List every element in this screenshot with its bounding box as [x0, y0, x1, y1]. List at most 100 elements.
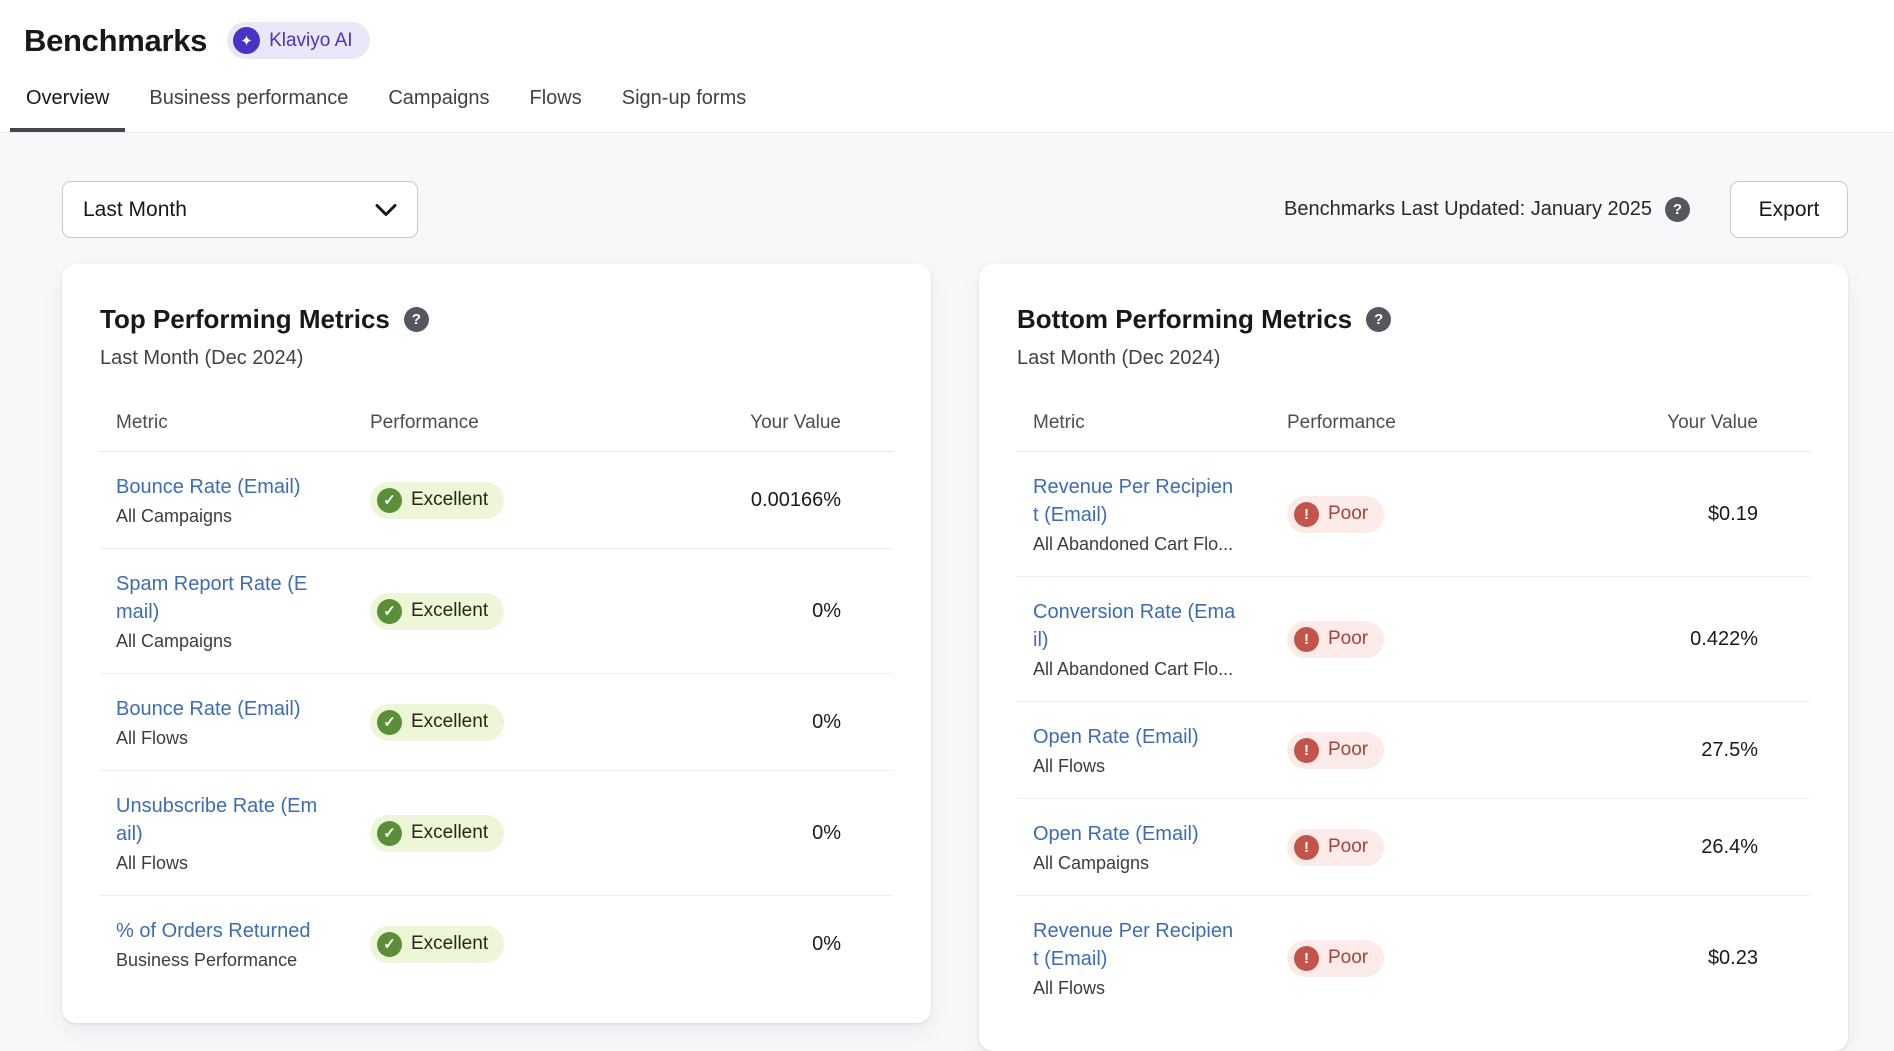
- badge-label: Poor: [1328, 628, 1369, 649]
- period-select-value: Last Month: [83, 197, 187, 221]
- bottom-card-help-icon[interactable]: ?: [1366, 307, 1392, 332]
- tab-bar: Overview Business performance Campaigns …: [10, 87, 1894, 132]
- export-button[interactable]: Export: [1730, 181, 1848, 238]
- top-card-title-row: Top Performing Metrics ?: [100, 304, 893, 335]
- badge-label: Excellent: [411, 711, 489, 732]
- metric-value: 0%: [812, 932, 841, 955]
- metric-link[interactable]: Bounce Rate (Email): [116, 698, 301, 720]
- metric-value: 26.4%: [1701, 835, 1758, 858]
- metric-scope: All Campaigns: [116, 506, 233, 526]
- performance-badge: ✓ Excellent: [370, 925, 505, 963]
- metric-value: 0%: [812, 821, 841, 844]
- metric-scope: All Campaigns: [1033, 853, 1150, 873]
- badge-label: Poor: [1328, 739, 1369, 760]
- badge-label: Excellent: [411, 600, 489, 621]
- table-header: Metric Performance Your Value: [100, 412, 893, 452]
- metric-value: 0%: [812, 599, 841, 622]
- check-circle-icon: ✓: [377, 598, 402, 624]
- metric-link[interactable]: Spam Report Rate (Email): [116, 573, 308, 623]
- column-header-metric: Metric: [1033, 412, 1085, 433]
- check-circle-icon: ✓: [377, 709, 402, 735]
- check-circle-icon: ✓: [377, 931, 402, 957]
- metric-scope: All Flows: [1033, 978, 1106, 998]
- performance-badge: ✓ Excellent: [370, 481, 505, 519]
- metric-link[interactable]: Open Rate (Email): [1033, 726, 1199, 748]
- performance-badge: ! Poor: [1287, 495, 1385, 533]
- table-header: Metric Performance Your Value: [1017, 412, 1810, 452]
- tab-flows[interactable]: Flows: [529, 87, 582, 109]
- table-row: Open Rate (Email) All Flows ! Poor 27.5%: [1017, 702, 1810, 799]
- metric-link[interactable]: % of Orders Returned: [116, 920, 311, 942]
- metric-value: $0.19: [1707, 502, 1758, 525]
- metric-value: 0.00166%: [750, 488, 841, 511]
- metric-scope: Business Performance: [116, 950, 298, 970]
- metric-scope: All Flows: [1033, 756, 1106, 776]
- performance-badge: ! Poor: [1287, 731, 1385, 769]
- alert-circle-icon: !: [1294, 834, 1319, 860]
- top-performing-card: Top Performing Metrics ? Last Month (Dec…: [62, 264, 931, 1023]
- metric-link[interactable]: Bounce Rate (Email): [116, 476, 301, 498]
- badge-label: Poor: [1328, 503, 1369, 524]
- metric-value: 27.5%: [1701, 738, 1758, 761]
- check-circle-icon: ✓: [377, 487, 402, 513]
- table-row: Revenue Per Recipient (Email) All Flows …: [1017, 896, 1810, 999]
- check-circle-icon: ✓: [377, 820, 402, 846]
- bottom-metrics-table: Metric Performance Your Value Revenue Pe…: [1017, 412, 1810, 999]
- bottom-card-subtitle: Last Month (Dec 2024): [1017, 347, 1221, 369]
- alert-circle-icon: !: [1294, 501, 1319, 527]
- metric-link[interactable]: Revenue Per Recipient (Email): [1033, 920, 1234, 970]
- metric-link[interactable]: Revenue Per Recipient (Email): [1033, 476, 1234, 526]
- performance-badge: ! Poor: [1287, 620, 1385, 658]
- top-card-subtitle: Last Month (Dec 2024): [100, 347, 304, 369]
- column-header-value: Your Value: [1667, 412, 1758, 433]
- bottom-card-title: Bottom Performing Metrics: [1017, 304, 1353, 334]
- table-row: Spam Report Rate (Email) All Campaigns ✓…: [100, 549, 893, 674]
- column-header-performance: Performance: [370, 412, 479, 433]
- column-header-metric: Metric: [116, 412, 168, 433]
- table-row: Unsubscribe Rate (Email) All Flows ✓ Exc…: [100, 771, 893, 896]
- last-updated-text: Benchmarks Last Updated: January 2025: [1284, 198, 1652, 220]
- performance-badge: ✓ Excellent: [370, 703, 505, 741]
- bottom-performing-card: Bottom Performing Metrics ? Last Month (…: [979, 264, 1848, 1051]
- metric-scope: All Flows: [116, 728, 189, 748]
- metrics-cards: Top Performing Metrics ? Last Month (Dec…: [62, 264, 1848, 1051]
- klaviyo-ai-badge[interactable]: ✦ Klaviyo AI: [227, 22, 370, 59]
- metric-scope: All Abandoned Cart Flo...: [1033, 534, 1234, 554]
- metric-value: 0%: [812, 710, 841, 733]
- top-metrics-table: Metric Performance Your Value Bounce Rat…: [100, 412, 893, 971]
- metric-scope: All Flows: [116, 853, 189, 873]
- performance-badge: ✓ Excellent: [370, 814, 505, 852]
- page-header: Benchmarks ✦ Klaviyo AI Overview Busines…: [0, 0, 1894, 133]
- sparkle-icon: ✦: [233, 27, 261, 54]
- page-title: Benchmarks: [24, 22, 208, 58]
- title-row: Benchmarks ✦ Klaviyo AI: [24, 22, 1894, 59]
- performance-badge: ✓ Excellent: [370, 592, 505, 630]
- column-header-value: Your Value: [750, 412, 841, 433]
- metric-link[interactable]: Open Rate (Email): [1033, 823, 1199, 845]
- tab-overview[interactable]: Overview: [10, 87, 126, 132]
- table-row: Conversion Rate (Email) All Abandoned Ca…: [1017, 577, 1810, 702]
- metric-link[interactable]: Unsubscribe Rate (Email): [116, 795, 318, 845]
- top-card-help-icon[interactable]: ?: [403, 307, 429, 332]
- last-updated-help-icon[interactable]: ?: [1665, 197, 1690, 222]
- top-card-title: Top Performing Metrics: [100, 304, 390, 334]
- table-row: % of Orders Returned Business Performanc…: [100, 896, 893, 971]
- badge-label: Poor: [1328, 836, 1369, 857]
- alert-circle-icon: !: [1294, 626, 1319, 652]
- table-row: Revenue Per Recipient (Email) All Abando…: [1017, 452, 1810, 577]
- tab-business-performance[interactable]: Business performance: [149, 87, 349, 109]
- tab-campaigns[interactable]: Campaigns: [388, 87, 490, 109]
- alert-circle-icon: !: [1294, 945, 1319, 971]
- table-row: Bounce Rate (Email) All Flows ✓ Excellen…: [100, 674, 893, 771]
- metric-value: $0.23: [1707, 946, 1758, 969]
- metric-scope: All Campaigns: [116, 631, 233, 651]
- toolbar: Last Month Benchmarks Last Updated: Janu…: [62, 181, 1848, 238]
- badge-label: Excellent: [411, 933, 489, 954]
- bottom-card-title-row: Bottom Performing Metrics ?: [1017, 304, 1810, 335]
- metric-link[interactable]: Conversion Rate (Email): [1033, 601, 1236, 651]
- tab-signup-forms[interactable]: Sign-up forms: [621, 87, 747, 109]
- badge-label: Excellent: [411, 489, 489, 510]
- chevron-down-icon: [375, 203, 397, 216]
- column-header-performance: Performance: [1287, 412, 1396, 433]
- period-select[interactable]: Last Month: [62, 181, 418, 238]
